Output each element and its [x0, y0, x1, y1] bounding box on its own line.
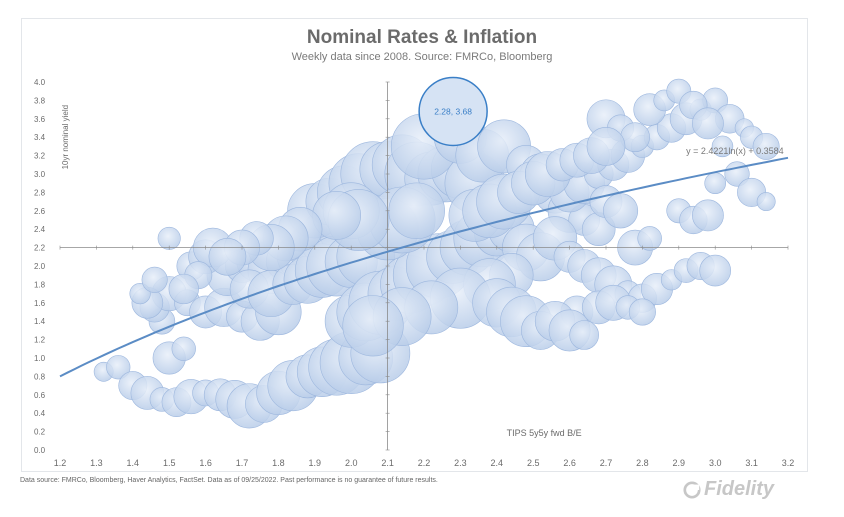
y-tick-label: 1.0 [34, 354, 46, 363]
data-bubble [752, 132, 780, 160]
y-tick-label: 3.6 [34, 115, 46, 124]
x-tick-label: 1.6 [199, 458, 212, 468]
data-bubble [569, 320, 599, 350]
x-tick-label: 1.8 [272, 458, 285, 468]
chart-subtitle: Weekly data since 2008. Source: FMRCo, B… [291, 51, 553, 63]
y-tick-label: 0.6 [34, 391, 46, 400]
x-tick-label: 2.5 [527, 458, 540, 468]
x-tick-label: 2.6 [563, 458, 576, 468]
y-tick-label: 0.8 [34, 372, 46, 381]
x-axis-label: TIPS 5y5y fwd B/E [507, 428, 582, 438]
fidelity-logo-icon [683, 480, 701, 499]
x-tick-label: 1.7 [236, 458, 249, 468]
x-tick-label: 2.4 [491, 458, 504, 468]
x-tick-label: 2.3 [454, 458, 467, 468]
x-tick-label: 1.3 [90, 458, 103, 468]
crosshair [59, 81, 789, 451]
data-bubble [704, 172, 727, 195]
y-axis-label: 10yr nominal yield [61, 105, 70, 169]
highlight-label: 2.28, 3.68 [434, 106, 472, 116]
x-tick-label: 1.2 [54, 458, 67, 468]
y-tick-label: 3.2 [34, 152, 46, 161]
y-tick-label: 3.8 [34, 96, 46, 105]
y-tick-label: 0.0 [34, 446, 46, 455]
y-tick-label: 1.2 [34, 336, 46, 345]
y-tick-label: 1.4 [34, 317, 46, 326]
y-tick-label: 2.0 [34, 262, 46, 271]
y-tick-label: 1.8 [34, 280, 46, 289]
data-bubble [171, 336, 196, 361]
data-bubble [637, 226, 662, 251]
y-tick-label: 2.6 [34, 207, 46, 216]
data-bubble [586, 127, 626, 166]
x-tick-label: 2.0 [345, 458, 358, 468]
data-bubble [157, 226, 181, 250]
x-tick-label: 1.4 [127, 458, 140, 468]
chart-title: Nominal Rates & Inflation [306, 27, 538, 48]
y-axis-ticks: 0.0 0.2 0.4 0.6 0.8 1.0 1.2 1.4 1.6 1.8 2.0 2.2 2.4 2… [34, 78, 46, 455]
data-bubble [628, 298, 656, 326]
x-tick-label: 1.5 [163, 458, 176, 468]
x-tick-label: 2.8 [636, 458, 649, 468]
footnote: Data source: FMRCo, Bloomberg, Haver Ana… [20, 477, 438, 484]
x-tick-label: 3.2 [782, 458, 795, 468]
data-bubble [141, 266, 168, 293]
data-bubble [711, 135, 734, 158]
x-tick-label: 2.2 [418, 458, 431, 468]
x-tick-label: 2.1 [381, 458, 394, 468]
x-tick-label: 3.0 [709, 458, 722, 468]
bubble-series [93, 78, 780, 429]
y-tick-label: 0.2 [34, 428, 46, 437]
data-bubble [692, 199, 724, 232]
trendline [59, 156, 789, 378]
data-bubble [342, 295, 404, 357]
x-tick-label: 2.9 [673, 458, 686, 468]
data-bubble [756, 192, 776, 212]
y-tick-label: 2.8 [34, 188, 46, 197]
y-tick-label: 1.6 [34, 299, 46, 308]
y-tick-label: 4.0 [34, 78, 46, 87]
trendline-equation: y = 2.4221ln(x) + 0.3584 [686, 146, 784, 156]
data-bubble [699, 254, 732, 287]
y-tick-label: 2.2 [34, 244, 46, 253]
y-tick-label: 3.0 [34, 170, 46, 179]
x-tick-label: 1.9 [309, 458, 322, 468]
logo-text: Fidelity [704, 478, 775, 500]
data-bubble [603, 193, 639, 229]
y-tick-label: 3.4 [34, 133, 46, 142]
highlight-bubble [418, 76, 488, 147]
x-tick-label: 3.1 [745, 458, 758, 468]
data-bubble [168, 273, 199, 305]
x-tick-label: 2.7 [600, 458, 613, 468]
y-tick-label: 2.4 [34, 225, 46, 234]
data-bubble [106, 355, 131, 380]
data-bubble [724, 161, 750, 187]
x-axis-ticks: 1.2 1.3 1.4 1.5 1.6 1.7 1.8 1.9 2.0 2.1 2.2 2.3 2.4 2… [54, 458, 795, 468]
y-tick-label: 0.4 [34, 409, 46, 418]
data-bubble [208, 238, 247, 276]
highlight-point: 2.28, 3.68 [418, 76, 488, 147]
fidelity-logo: Fidelity [683, 478, 774, 501]
data-bubble [388, 182, 445, 240]
data-bubble [692, 107, 724, 140]
